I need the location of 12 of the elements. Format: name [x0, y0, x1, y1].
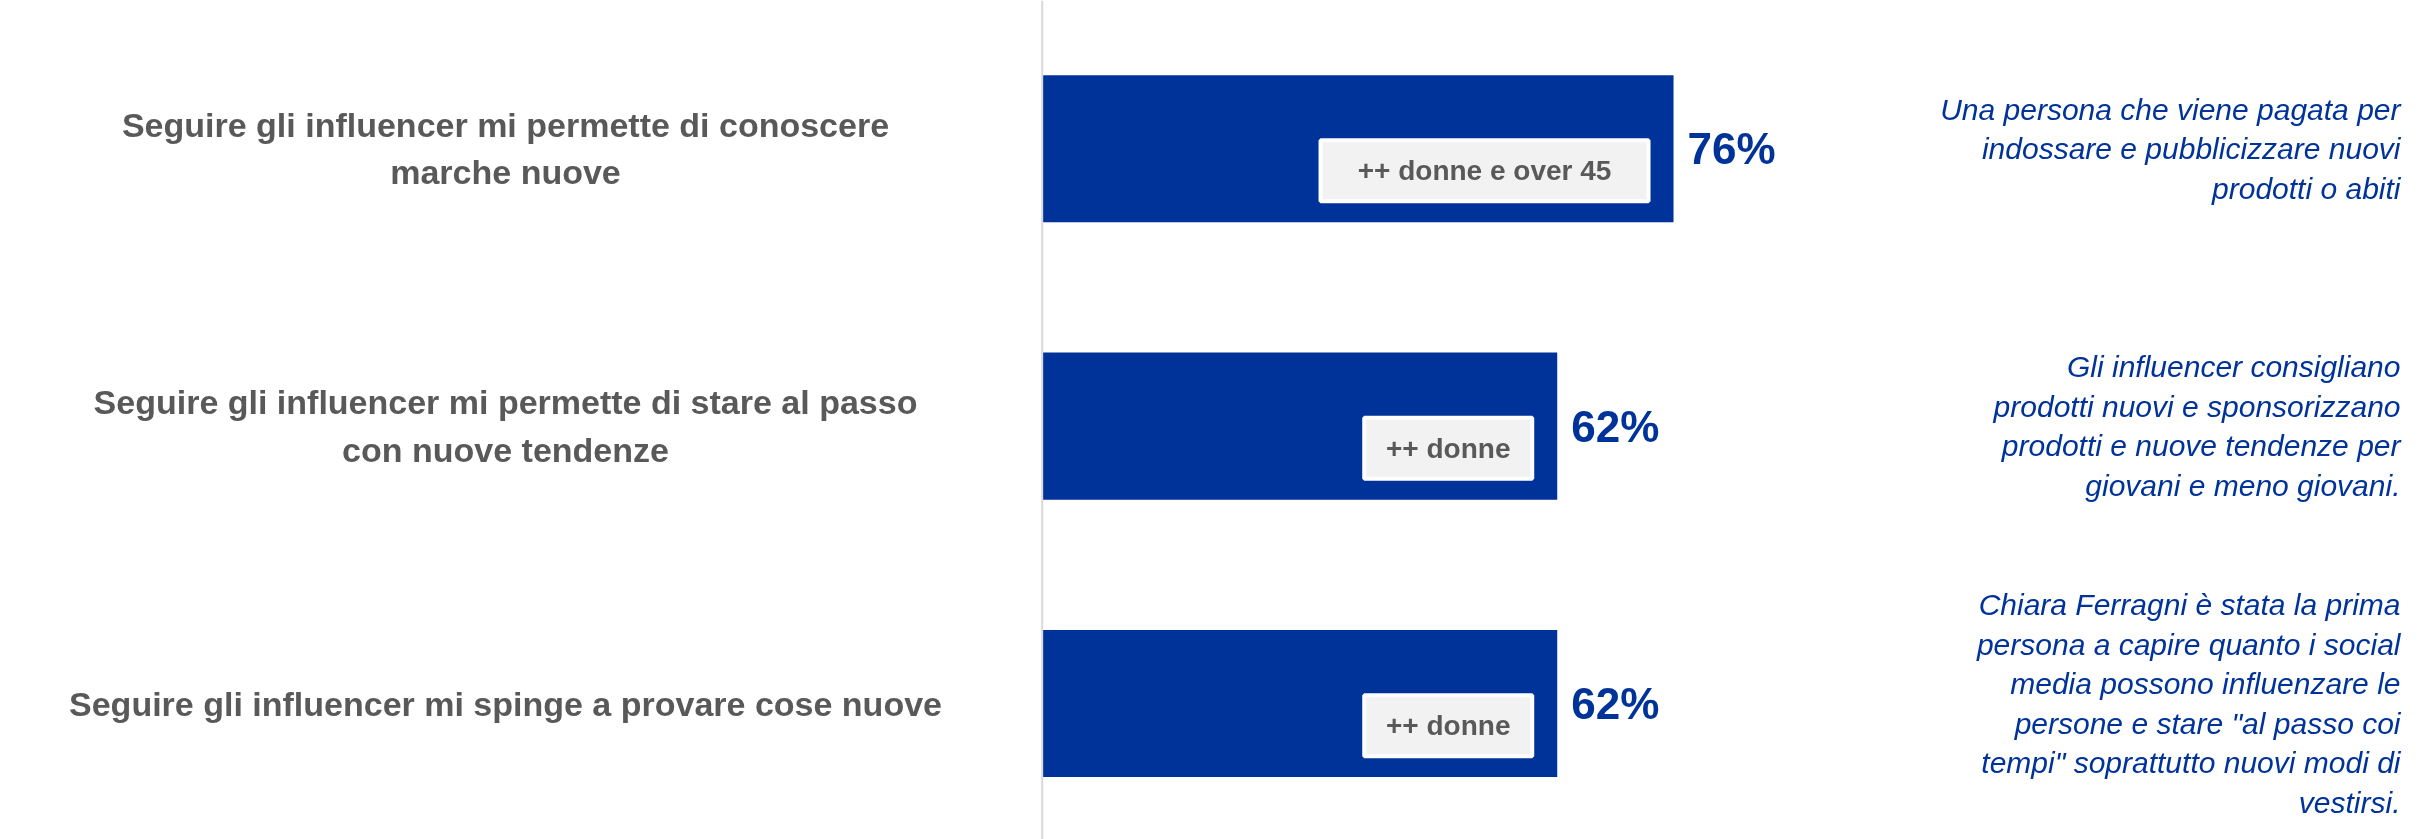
y-tick-label: Seguire gli influencer mi spinge a provare cose nuove [69, 684, 942, 723]
annotation: ++ donne [1386, 432, 1511, 464]
annotation: ++ donne e over 45 [1357, 155, 1612, 187]
data-label: 76% [1687, 124, 1776, 174]
data-label: 62% [1571, 401, 1660, 451]
annotation: ++ donne [1386, 710, 1511, 742]
text: Una persona che viene pagata per indossare e pubblicizzare nuovi prodotti o abiti [1940, 92, 2402, 205]
text: Chiara Ferragni è stata la prima persona a capire quanto i social media possono influenzare le persone e stare "al passo coi tempi" soprattutto nuovi modi di vestirsi. [1975, 588, 2402, 820]
y-tick-label: Seguire gli influencer mi permette di stare al passo con nuove tendenze [93, 383, 918, 469]
data-label: 62% [1571, 679, 1660, 729]
y-tick-label: Seguire gli influencer mi permette di conoscere marche nuove [121, 105, 890, 192]
text: Gli influencer consigliano prodotti nuovi e sponsorizzano prodotti e nuove tendenze per giovani e meno giovani. [1992, 350, 2402, 502]
